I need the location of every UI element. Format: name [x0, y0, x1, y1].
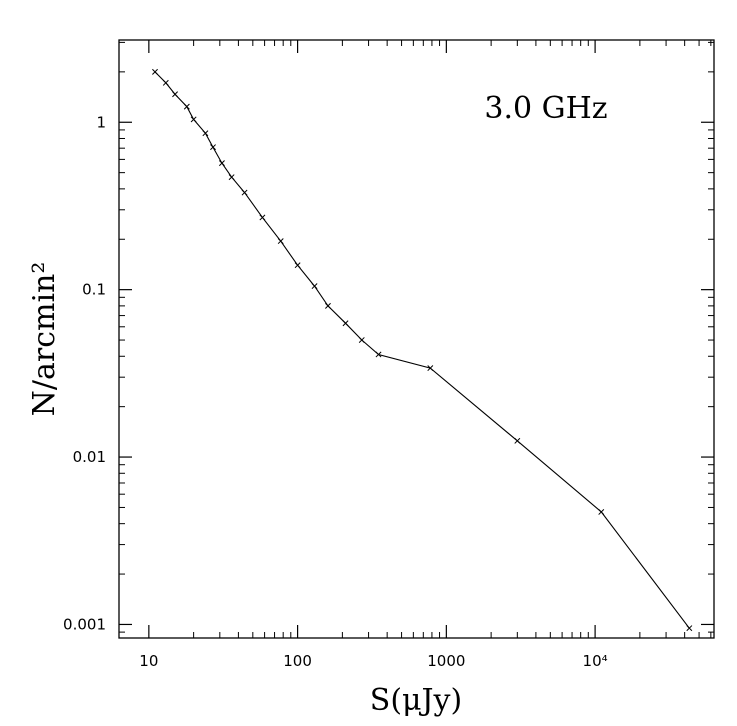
data-point [427, 365, 434, 372]
y-tick-label: 0.01 [73, 448, 106, 466]
series-line [154, 71, 690, 629]
data-point [342, 320, 349, 327]
data-point-stroke [342, 320, 349, 327]
x-tick-label: 10⁴ [583, 652, 608, 670]
x-axis-ticks: 10 100 1000 10⁴ [139, 40, 608, 670]
y-axis-title: N/arcmin² [27, 262, 62, 417]
y-axis-ticks: 0.001 0.01 0.1 1 [63, 113, 714, 633]
data-point-stroke [162, 79, 169, 86]
data-point [277, 238, 284, 245]
data-point [218, 160, 225, 167]
data-point [686, 625, 693, 632]
data-point-stroke [228, 174, 235, 181]
data-point [183, 103, 190, 110]
data-point-stroke [427, 365, 434, 372]
x-tick-label: 1000 [427, 652, 465, 670]
chart-annotation: 3.0 GHz [484, 91, 607, 126]
data-point [152, 68, 158, 75]
minor-ticks [119, 40, 714, 638]
data-point [202, 130, 209, 137]
data-point [162, 79, 169, 86]
data-point-stroke [218, 160, 225, 167]
data-point-stroke [598, 508, 605, 515]
data-point [514, 437, 521, 444]
x-tick-label: 10 [139, 652, 158, 670]
y-tick-label: 0.001 [63, 615, 106, 633]
plot-frame [118, 39, 715, 639]
data-point [259, 214, 266, 221]
data-point-stroke [514, 437, 521, 444]
data-point-stroke [375, 351, 382, 358]
data-point [325, 302, 331, 309]
data-point [228, 174, 235, 181]
data-point-stroke [202, 130, 209, 137]
data-point-stroke [686, 625, 693, 632]
data-point-stroke [358, 337, 365, 343]
data-point-stroke [294, 262, 301, 269]
data-point-stroke [311, 283, 318, 290]
y-tick-label: 1 [96, 113, 106, 131]
data-point [311, 283, 318, 290]
data-series [152, 68, 693, 632]
data-point-stroke [190, 116, 197, 123]
data-point-stroke [183, 103, 190, 110]
x-axis-title: S(μJy) [370, 683, 462, 718]
data-point [294, 262, 301, 269]
data-point [375, 351, 382, 358]
data-point [190, 116, 197, 123]
data-point [172, 91, 178, 98]
data-point-stroke [241, 189, 248, 196]
y-tick-label: 0.1 [82, 281, 106, 299]
data-point [210, 144, 216, 151]
data-point-stroke [210, 144, 216, 151]
data-point-stroke [152, 68, 158, 75]
data-point-stroke [259, 214, 266, 221]
data-point [598, 508, 605, 515]
x-tick-label: 100 [283, 652, 312, 670]
data-point [358, 337, 365, 343]
data-point-stroke [325, 302, 331, 309]
data-point-stroke [277, 238, 284, 245]
data-point [241, 189, 248, 196]
data-point-stroke [172, 91, 178, 98]
